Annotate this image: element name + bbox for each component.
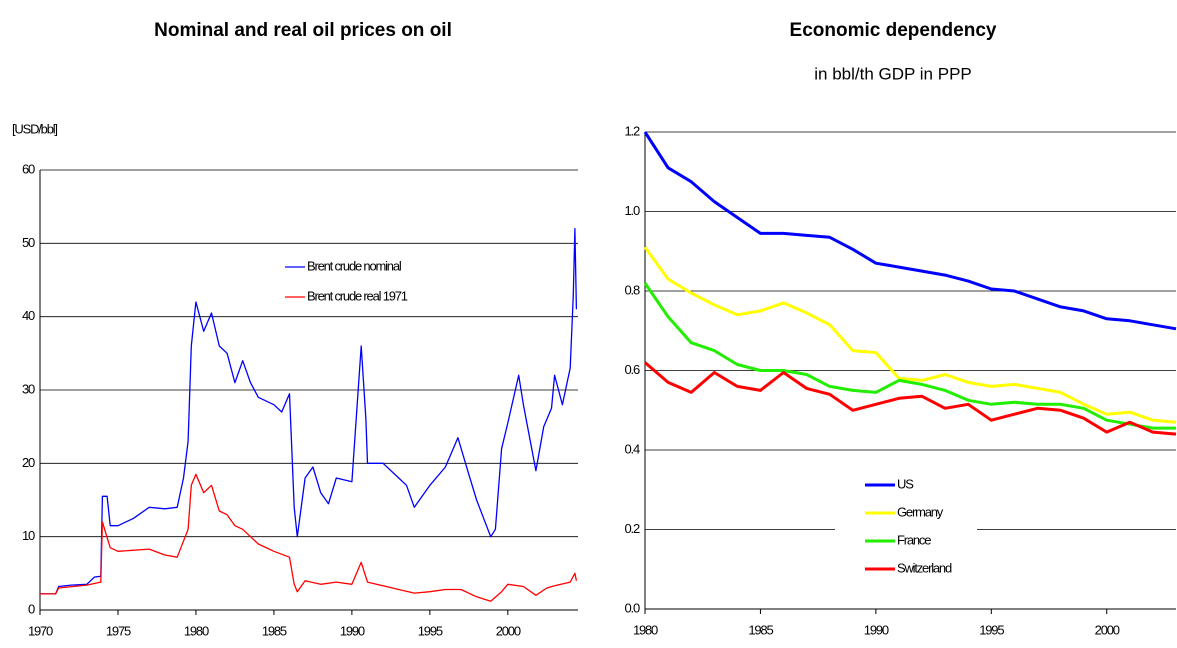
x-tick-label: 1990: [340, 623, 365, 638]
y-tick-label: 0.0: [625, 600, 640, 615]
x-tick-label: 1970: [28, 623, 53, 638]
y-tick-label: 0.4: [625, 441, 640, 456]
y-tick-label: 1.0: [625, 203, 640, 218]
legend-label: Brent crude nominal: [307, 258, 402, 273]
x-tick-label: 1980: [633, 622, 658, 637]
series-line: [643, 282, 1176, 430]
legend-box: [835, 470, 977, 588]
x-tick-label: 1985: [748, 622, 773, 637]
y-tick-label: 0.8: [625, 282, 640, 297]
chart-subtitle: in bbl/th GDP in PPP: [814, 64, 972, 83]
y-tick-label: 0.2: [625, 521, 640, 536]
series-line: [643, 131, 1177, 331]
y-tick-label: 30: [22, 381, 35, 396]
x-tick-label: 1985: [262, 623, 287, 638]
y-axis-label: [USD/bbl]: [12, 121, 57, 136]
y-tick-label: 40: [22, 308, 35, 323]
series-line: [40, 473, 578, 602]
legend-label: Brent crude real 1971: [307, 288, 408, 303]
x-tick-label: 1990: [864, 622, 889, 637]
x-tick-label: 1980: [184, 623, 209, 638]
chart-title: Nominal and real oil prices on oil: [154, 20, 452, 41]
chart-title: Economic dependency: [790, 20, 997, 41]
y-tick-label: 0.6: [625, 362, 640, 377]
series-line: [644, 361, 1177, 436]
legend-label: Switzerland: [897, 560, 952, 575]
x-tick-label: 2000: [1095, 622, 1120, 637]
x-tick-label: 1995: [418, 623, 443, 638]
series-line: [643, 246, 1177, 424]
series-line: [40, 228, 578, 595]
y-tick-label: 50: [22, 235, 35, 250]
y-tick-label: 10: [22, 528, 35, 543]
legend-label: France: [897, 532, 931, 547]
y-tick-label: 1.2: [625, 123, 640, 138]
legend-label: US: [897, 476, 914, 491]
y-tick-label: 20: [22, 455, 35, 470]
legend-label: Germany: [897, 504, 944, 519]
x-tick-label: 2000: [496, 623, 521, 638]
x-tick-label: 1995: [979, 622, 1004, 637]
y-tick-label: 60: [22, 161, 35, 176]
x-tick-label: 1975: [106, 623, 131, 638]
y-tick-label: 0: [28, 601, 35, 616]
